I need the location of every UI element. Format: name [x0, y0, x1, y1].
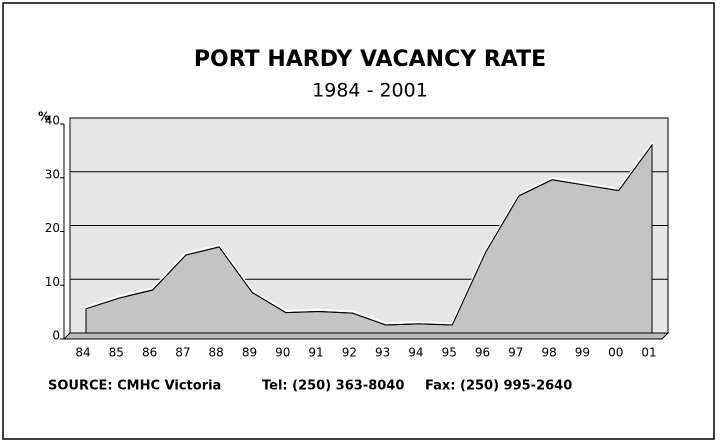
x-tick-label: 00 [608, 346, 623, 360]
x-tick-label: 99 [575, 346, 590, 360]
chart-subtitle: 1984 - 2001 [312, 80, 428, 102]
telephone: Tel: (250) 363-8040 [262, 379, 404, 394]
x-tick-label: 91 [308, 346, 323, 360]
x-tick-label: 93 [375, 346, 390, 360]
y-tick-label: 40 [45, 114, 60, 128]
x-tick-label: 01 [641, 346, 656, 360]
y-tick-label: 0 [52, 329, 60, 343]
x-tick-label: 85 [109, 346, 124, 360]
x-tick-label: 96 [475, 346, 490, 360]
x-tick-label: 87 [175, 346, 190, 360]
y-tick-label: 30 [45, 167, 60, 181]
chart-title: PORT HARDY VACANCY RATE [194, 47, 546, 72]
source: SOURCE: CMHC Victoria [48, 379, 221, 394]
x-tick-label: 89 [242, 346, 257, 360]
area-line [85, 144, 653, 326]
y-axis-label: % [38, 110, 50, 124]
y-tick-label: 20 [45, 221, 60, 235]
x-tick-label: 88 [209, 346, 224, 360]
y-tick-label: 10 [45, 275, 60, 289]
x-tick-label: 86 [142, 346, 157, 360]
x-tick-label: 94 [408, 346, 423, 360]
x-tick-label: 98 [541, 346, 556, 360]
x-tick-label: 92 [342, 346, 357, 360]
area-highlight [85, 142, 653, 324]
x-tick-label: 97 [508, 346, 523, 360]
plot-floor [62, 332, 670, 340]
x-tick-label: 84 [75, 346, 90, 360]
x-tick-label: 90 [275, 346, 290, 360]
fax: Fax: (250) 995-2640 [425, 379, 572, 394]
x-tick-label: 95 [442, 346, 457, 360]
